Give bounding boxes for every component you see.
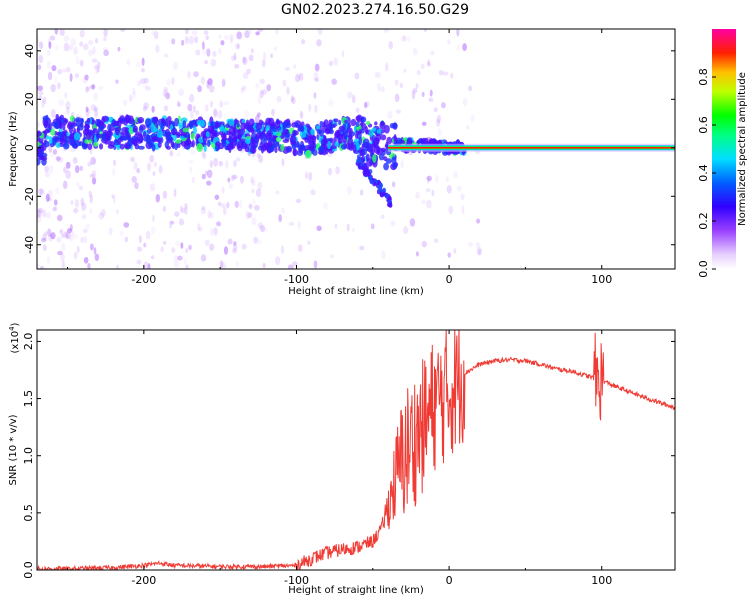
- top-y-tick-label: 40: [23, 44, 36, 58]
- spectrogram-heatmap: [37, 29, 675, 269]
- colorbar-tick-label: 0.8: [697, 68, 710, 86]
- top-y-axis-label: Frequency (Hz): [8, 111, 19, 187]
- top-x-tick-label: -200: [131, 273, 156, 286]
- bottom-x-tick-label: 100: [591, 574, 612, 587]
- bottom-y-axis-label: SNR (10 * v/v): [8, 414, 19, 485]
- bottom-x-tick-label: -200: [131, 574, 156, 587]
- colorbar-axis: 0.0 0.2 0.4 0.6 0.8: [697, 68, 716, 278]
- bottom-x-tick-label: -100: [284, 574, 309, 587]
- bottom-y-tick-label: 0.0: [22, 561, 35, 579]
- top-y-tick-label: -40: [23, 236, 36, 254]
- top-x-tick-label: 100: [591, 273, 612, 286]
- top-y-tick-label: -20: [23, 187, 36, 205]
- bottom-y-tick-label: 0.5: [22, 504, 35, 522]
- bottom-x-axis-label: Height of straight line (km): [288, 585, 424, 596]
- bottom-y-tick-label: 1.5: [22, 390, 35, 408]
- colorbar: [712, 29, 736, 269]
- colorbar-tick-label: 0.2: [697, 212, 710, 230]
- top-y-tick-label: 0: [23, 144, 36, 151]
- bottom-x-tick-label: 0: [446, 574, 453, 587]
- colorbar-label: Normalized spectral amplitude: [737, 72, 748, 226]
- bottom-y-scale-note: (x104): [8, 322, 21, 353]
- bottom-y-tick-label: 1.0: [22, 447, 35, 465]
- top-x-tick-label: -100: [284, 273, 309, 286]
- bottom-panel-axes: -200 -100 0 100 0.0 0.5 1.0 1.5 2.0: [22, 330, 675, 587]
- colorbar-tick-label: 0.4: [697, 164, 710, 182]
- top-panel-frame: [36, 28, 676, 270]
- top-x-tick-label: 0: [446, 273, 453, 286]
- top-y-tick-label: 20: [23, 92, 36, 106]
- snr-series-line: [37, 330, 675, 570]
- colorbar-tick-label: 0.6: [697, 116, 710, 134]
- bottom-y-tick-label: 2.0: [22, 333, 35, 351]
- colorbar-tick-label: 0.0: [697, 260, 710, 278]
- top-x-axis-label: Height of straight line (km): [288, 286, 424, 297]
- bottom-panel-frame: [36, 329, 676, 571]
- figure-title: GN02.2023.274.16.50.G29: [280, 2, 470, 18]
